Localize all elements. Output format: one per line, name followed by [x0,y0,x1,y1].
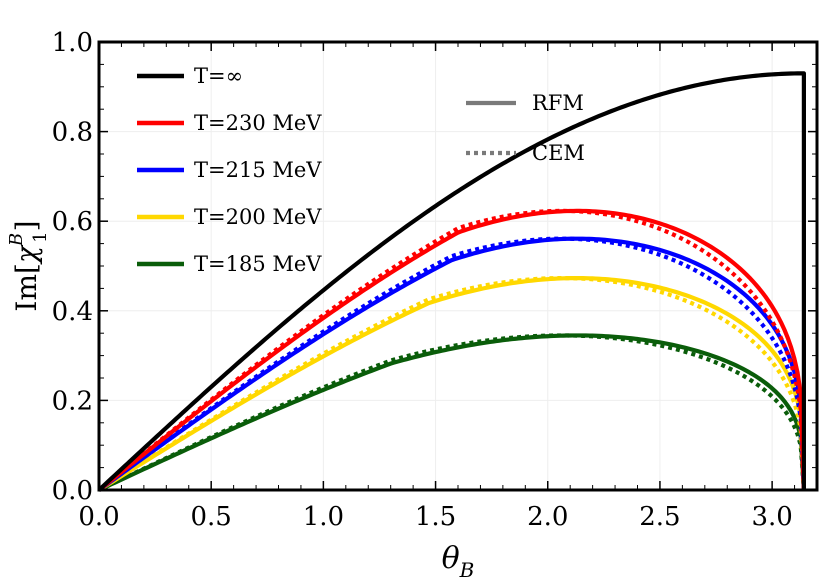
ticks [98,41,817,491]
legend-label: T=215 MeV [194,158,322,182]
legend-label: T=200 MeV [194,205,322,229]
svg-text:Im[χB1]: Im[χB 1] [6,220,51,311]
x-tick-label: 1.0 [303,502,344,532]
style-legend-label: RFM [532,91,584,115]
curves [97,71,806,492]
y-tick-label: 0.2 [52,386,93,416]
x-axis-label-sub: B [459,558,475,581]
y-axis-label-chi: χ [10,244,43,265]
y-tick-label: 0.8 [52,118,93,148]
y-tick-label: 1.0 [52,28,93,58]
y-axis-label-prefix: Im[ [10,263,43,312]
legend: T=∞ T=230 MeV T=215 MeV T=200 MeV T=185 MeV [137,64,322,276]
style-legend-label: CEM [532,141,585,165]
tick-labels: 0.0 0.5 1.0 1.5 2.0 2.5 3.0 0.0 0.2 0.4 0.6 0.8 1.0 [52,28,793,532]
x-tick-label: 1.5 [415,502,456,532]
y-tick-label: 0.6 [52,207,93,237]
series-line [97,71,806,492]
series-line [97,276,806,492]
series-dotted-line [97,236,806,492]
y-axis-label: Im[χB 1] [6,220,51,311]
legend-label: T=230 MeV [194,111,322,135]
legend-label: T=∞ [194,64,243,88]
x-tick-label: 3.0 [751,502,792,532]
x-tick-label: 2.0 [527,502,568,532]
y-tick-label: 0.4 [52,297,93,327]
x-tick-label: 2.5 [639,502,680,532]
x-tick-label: 0.0 [78,502,119,532]
series-line [97,236,806,492]
series-dotted-line [97,276,806,492]
y-axis-label-sub: 1 [30,231,51,242]
y-axis-label-suffix: ] [10,220,43,231]
series-line [97,208,806,492]
y-axis-label-sup: B [6,233,27,247]
x-axis-label: θB [442,541,475,581]
style-legend: RFM CEM [466,91,585,165]
legend-label: T=185 MeV [194,252,322,276]
series-line [98,333,806,492]
x-axis-label-main: θ [442,541,460,576]
y-tick-label: 0.0 [52,476,93,506]
x-tick-label: 0.5 [191,502,232,532]
